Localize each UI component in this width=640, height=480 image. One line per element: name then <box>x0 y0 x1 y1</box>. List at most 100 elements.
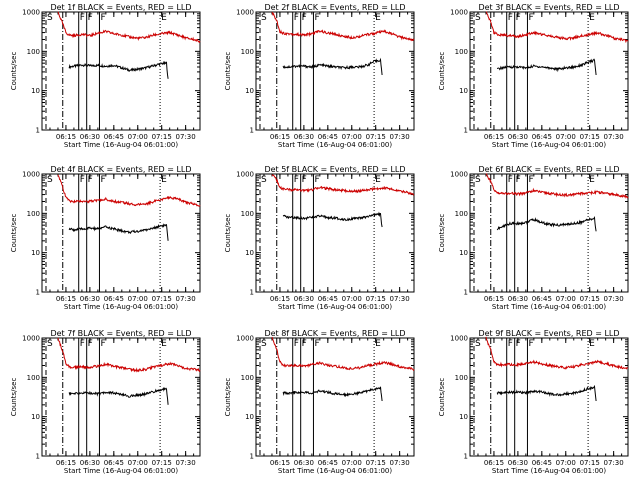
time-marker-label: F <box>528 175 533 185</box>
time-marker-label: F <box>302 175 307 185</box>
x-axis-label: Start Time (16-Aug-04 06:01:00) <box>492 303 606 311</box>
time-marker-label: F <box>302 339 307 349</box>
series-lld-line <box>485 336 629 370</box>
plot-frame <box>255 173 415 293</box>
series-lld-line <box>271 336 415 372</box>
time-marker-label: S <box>47 175 53 185</box>
x-tick-label: 07:00 <box>342 295 362 303</box>
time-marker-label: F <box>508 339 513 349</box>
detector-panel-2: Det 2f BLACK = Events, RED = LLD 1 10 100 10… <box>224 3 415 149</box>
series-lld-line <box>271 11 415 42</box>
detector-panel-6: Det 6f BLACK = Events, RED = LLD 1 10 100 10… <box>438 165 629 311</box>
y-tick-label: 1 <box>464 453 468 461</box>
y-tick-label: 1000 <box>236 171 254 179</box>
time-marker-label: E <box>161 175 167 185</box>
detector-panel-5: Det 5f BLACK = Events, RED = LLD 1 10 100 10… <box>224 165 415 311</box>
panel-title: Det 1f BLACK = Events, RED = LLD <box>50 3 191 12</box>
y-axis-label: Counts/sec <box>224 214 232 253</box>
y-tick-label: 10 <box>31 249 40 257</box>
time-marker-label: F <box>516 339 521 349</box>
x-tick-label: 06:30 <box>294 133 314 141</box>
x-tick-label: 06:15 <box>56 459 76 467</box>
time-marker-label: E <box>589 339 595 349</box>
plot-frame <box>41 337 201 457</box>
x-tick-label: 06:45 <box>318 133 338 141</box>
x-tick-label: 07:15 <box>152 133 172 141</box>
series-events-line <box>68 223 169 241</box>
time-marker-label: S <box>261 339 267 349</box>
time-marker-label: F <box>302 13 307 23</box>
plot-frame <box>469 337 629 457</box>
time-marker-label: F <box>528 339 533 349</box>
x-tick-label: 06:30 <box>294 459 314 467</box>
y-tick-label: 100 <box>241 48 254 56</box>
x-tick-label: 06:45 <box>104 459 124 467</box>
x-tick-label: 06:45 <box>532 295 552 303</box>
time-marker-label: S <box>475 175 481 185</box>
x-tick-label: 07:00 <box>342 133 362 141</box>
panel-title: Det 3f BLACK = Events, RED = LLD <box>478 3 619 12</box>
x-tick-label: 07:15 <box>152 459 172 467</box>
x-tick-label: 06:45 <box>532 133 552 141</box>
x-tick-label: 07:30 <box>604 459 624 467</box>
detector-panel-3: Det 3f BLACK = Events, RED = LLD 1 10 100 10… <box>438 3 629 149</box>
y-tick-label: 1 <box>250 127 254 135</box>
x-tick-label: 06:15 <box>484 133 504 141</box>
y-tick-label: 1000 <box>22 9 40 17</box>
y-tick-label: 1 <box>36 289 40 297</box>
time-marker-label: F <box>294 175 299 185</box>
x-tick-label: 06:45 <box>104 295 124 303</box>
x-tick-label: 07:30 <box>176 459 196 467</box>
y-tick-label: 10 <box>245 249 254 257</box>
detector-panel-4: Det 4f BLACK = Events, RED = LLD 1 10 100 10… <box>10 165 201 311</box>
x-tick-label: 07:30 <box>390 133 410 141</box>
x-tick-label: 07:00 <box>556 295 576 303</box>
y-tick-label: 1 <box>250 453 254 461</box>
y-tick-label: 1 <box>464 127 468 135</box>
time-marker-label: F <box>528 13 533 23</box>
detector-panel-7: Det 7f BLACK = Events, RED = LLD 1 10 100 10… <box>10 329 201 475</box>
x-axis-label: Start Time (16-Aug-04 06:01:00) <box>278 303 392 311</box>
time-marker-label: F <box>314 175 319 185</box>
time-marker-label: S <box>475 13 481 23</box>
panel-title: Det 4f BLACK = Events, RED = LLD <box>50 165 191 174</box>
time-marker-label: F <box>294 13 299 23</box>
y-axis-label: Counts/sec <box>10 52 18 91</box>
x-tick-label: 06:15 <box>270 459 290 467</box>
time-marker-label: F <box>100 339 105 349</box>
series-lld-line <box>57 337 201 373</box>
x-tick-label: 07:30 <box>604 295 624 303</box>
y-tick-label: 100 <box>455 48 468 56</box>
y-tick-label: 1000 <box>22 171 40 179</box>
time-marker-label: F <box>314 13 319 23</box>
series-events-line <box>68 387 169 405</box>
x-tick-label: 07:00 <box>556 133 576 141</box>
y-tick-label: 100 <box>241 374 254 382</box>
y-tick-label: 100 <box>455 210 468 218</box>
y-tick-label: 1000 <box>450 335 468 343</box>
series-events-line <box>497 58 597 76</box>
x-tick-label: 06:30 <box>80 133 100 141</box>
y-tick-label: 1000 <box>450 9 468 17</box>
time-marker-label: E <box>161 339 167 349</box>
x-tick-label: 06:30 <box>80 459 100 467</box>
x-tick-label: 07:30 <box>176 133 196 141</box>
detector-panel-9: Det 9f BLACK = Events, RED = LLD 1 10 100 10… <box>438 329 629 475</box>
y-tick-label: 10 <box>31 413 40 421</box>
y-tick-label: 100 <box>27 48 40 56</box>
panel-title: Det 6f BLACK = Events, RED = LLD <box>478 165 619 174</box>
time-marker-label: F <box>294 339 299 349</box>
time-marker-label: S <box>475 339 481 349</box>
time-marker-label: F <box>516 13 521 23</box>
y-tick-label: 1000 <box>450 171 468 179</box>
y-tick-label: 10 <box>31 87 40 95</box>
time-marker-label: E <box>161 13 167 23</box>
time-marker-label: E <box>375 175 381 185</box>
time-marker-label: F <box>88 339 93 349</box>
x-tick-label: 06:30 <box>80 295 100 303</box>
series-events-line <box>496 215 597 232</box>
x-tick-label: 07:15 <box>580 459 600 467</box>
series-lld-line <box>271 174 415 196</box>
time-marker-label: F <box>508 175 513 185</box>
y-tick-label: 10 <box>459 249 468 257</box>
